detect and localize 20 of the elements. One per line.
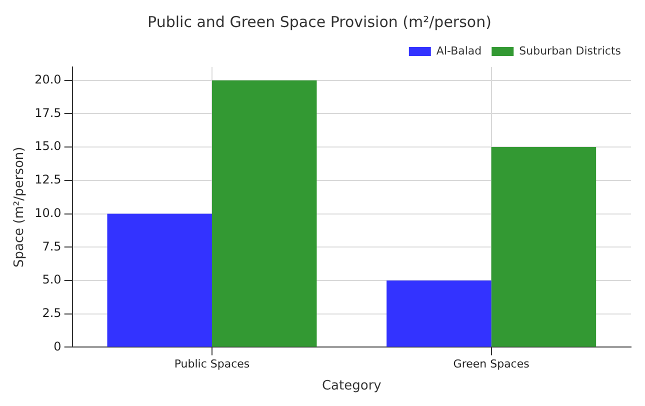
x-tick-label: Public Spaces	[174, 358, 250, 371]
y-tick-label: 10.0	[34, 206, 62, 220]
bar	[386, 280, 492, 347]
bar	[491, 147, 596, 347]
y-tick-label: 5.0	[42, 272, 62, 287]
legend-label: Suburban Districts	[519, 44, 622, 58]
y-tick-label: 17.5	[34, 106, 62, 120]
y-tick-label: 0	[54, 339, 62, 354]
x-axis-title: Category	[322, 378, 382, 394]
y-tick-label: 7.5	[42, 239, 62, 254]
y-tick-label: 20.0	[34, 72, 62, 86]
y-tick-label: 2.5	[42, 306, 62, 320]
y-axis-title: Space (m²/person)	[12, 146, 28, 268]
y-tick-label: 12.5	[34, 172, 62, 187]
y-tick-label: 15.0	[34, 139, 62, 154]
bar	[212, 80, 317, 347]
chart-title: Public and Green Space Provision (m²/person)	[148, 12, 492, 31]
legend-label: Al-Balad	[436, 44, 482, 58]
bar	[107, 214, 212, 347]
x-tick-label: Green Spaces	[453, 358, 530, 371]
